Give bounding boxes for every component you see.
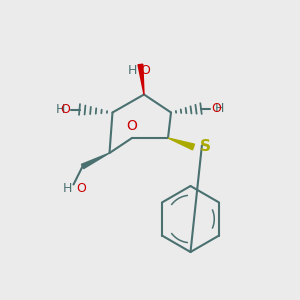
Text: O: O (76, 182, 86, 196)
Text: H: H (56, 103, 65, 116)
Text: H: H (63, 182, 72, 196)
Text: O: O (140, 64, 150, 76)
Text: H: H (215, 102, 224, 115)
Text: S: S (200, 139, 211, 154)
Polygon shape (81, 153, 110, 169)
Polygon shape (138, 64, 144, 94)
Polygon shape (168, 138, 194, 150)
Text: H: H (128, 64, 137, 76)
Text: O: O (127, 118, 137, 133)
Text: O: O (211, 102, 221, 115)
Text: O: O (60, 103, 70, 116)
